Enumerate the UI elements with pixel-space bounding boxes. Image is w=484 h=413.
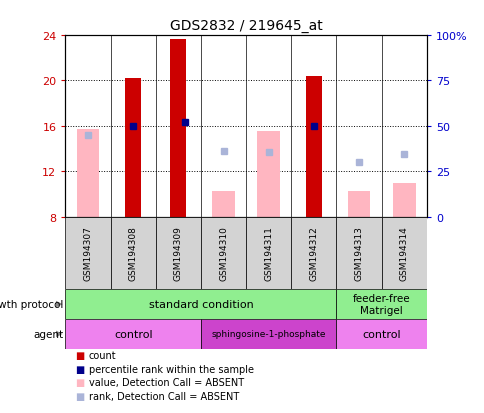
Bar bbox=[245, 217, 291, 290]
Title: GDS2832 / 219645_at: GDS2832 / 219645_at bbox=[169, 19, 322, 33]
Bar bbox=[200, 217, 245, 290]
Text: control: control bbox=[114, 329, 152, 339]
Text: GSM194307: GSM194307 bbox=[83, 226, 92, 281]
Bar bbox=[305, 76, 321, 217]
Bar bbox=[347, 191, 370, 217]
Bar bbox=[110, 217, 155, 290]
Text: agent: agent bbox=[33, 329, 63, 339]
Bar bbox=[170, 40, 186, 217]
Text: GSM194311: GSM194311 bbox=[264, 226, 272, 281]
Bar bbox=[65, 319, 200, 349]
Bar bbox=[336, 290, 426, 319]
Text: GSM194314: GSM194314 bbox=[399, 226, 408, 281]
Bar bbox=[381, 217, 426, 290]
Bar bbox=[392, 183, 415, 217]
Bar bbox=[76, 130, 99, 217]
Text: ■: ■ bbox=[75, 377, 84, 387]
Text: count: count bbox=[89, 350, 116, 360]
Bar bbox=[125, 79, 141, 217]
Bar bbox=[257, 132, 279, 217]
Bar bbox=[155, 217, 200, 290]
Text: GSM194309: GSM194309 bbox=[174, 226, 182, 281]
Bar bbox=[212, 191, 234, 217]
Text: standard condition: standard condition bbox=[148, 299, 253, 309]
Text: ■: ■ bbox=[75, 391, 84, 401]
Bar bbox=[65, 217, 110, 290]
Bar bbox=[336, 217, 381, 290]
Bar bbox=[291, 217, 336, 290]
Text: value, Detection Call = ABSENT: value, Detection Call = ABSENT bbox=[89, 377, 243, 387]
Text: sphingosine-1-phosphate: sphingosine-1-phosphate bbox=[211, 330, 325, 339]
Bar bbox=[200, 319, 336, 349]
Text: GSM194312: GSM194312 bbox=[309, 226, 318, 281]
Bar bbox=[336, 319, 426, 349]
Text: GSM194310: GSM194310 bbox=[219, 226, 227, 281]
Bar bbox=[65, 290, 336, 319]
Text: feeder-free
Matrigel: feeder-free Matrigel bbox=[352, 294, 409, 315]
Text: control: control bbox=[362, 329, 400, 339]
Text: ■: ■ bbox=[75, 364, 84, 374]
Text: rank, Detection Call = ABSENT: rank, Detection Call = ABSENT bbox=[89, 391, 239, 401]
Text: GSM194313: GSM194313 bbox=[354, 226, 363, 281]
Text: ■: ■ bbox=[75, 350, 84, 360]
Text: GSM194308: GSM194308 bbox=[128, 226, 137, 281]
Text: percentile rank within the sample: percentile rank within the sample bbox=[89, 364, 253, 374]
Text: growth protocol: growth protocol bbox=[0, 299, 63, 309]
